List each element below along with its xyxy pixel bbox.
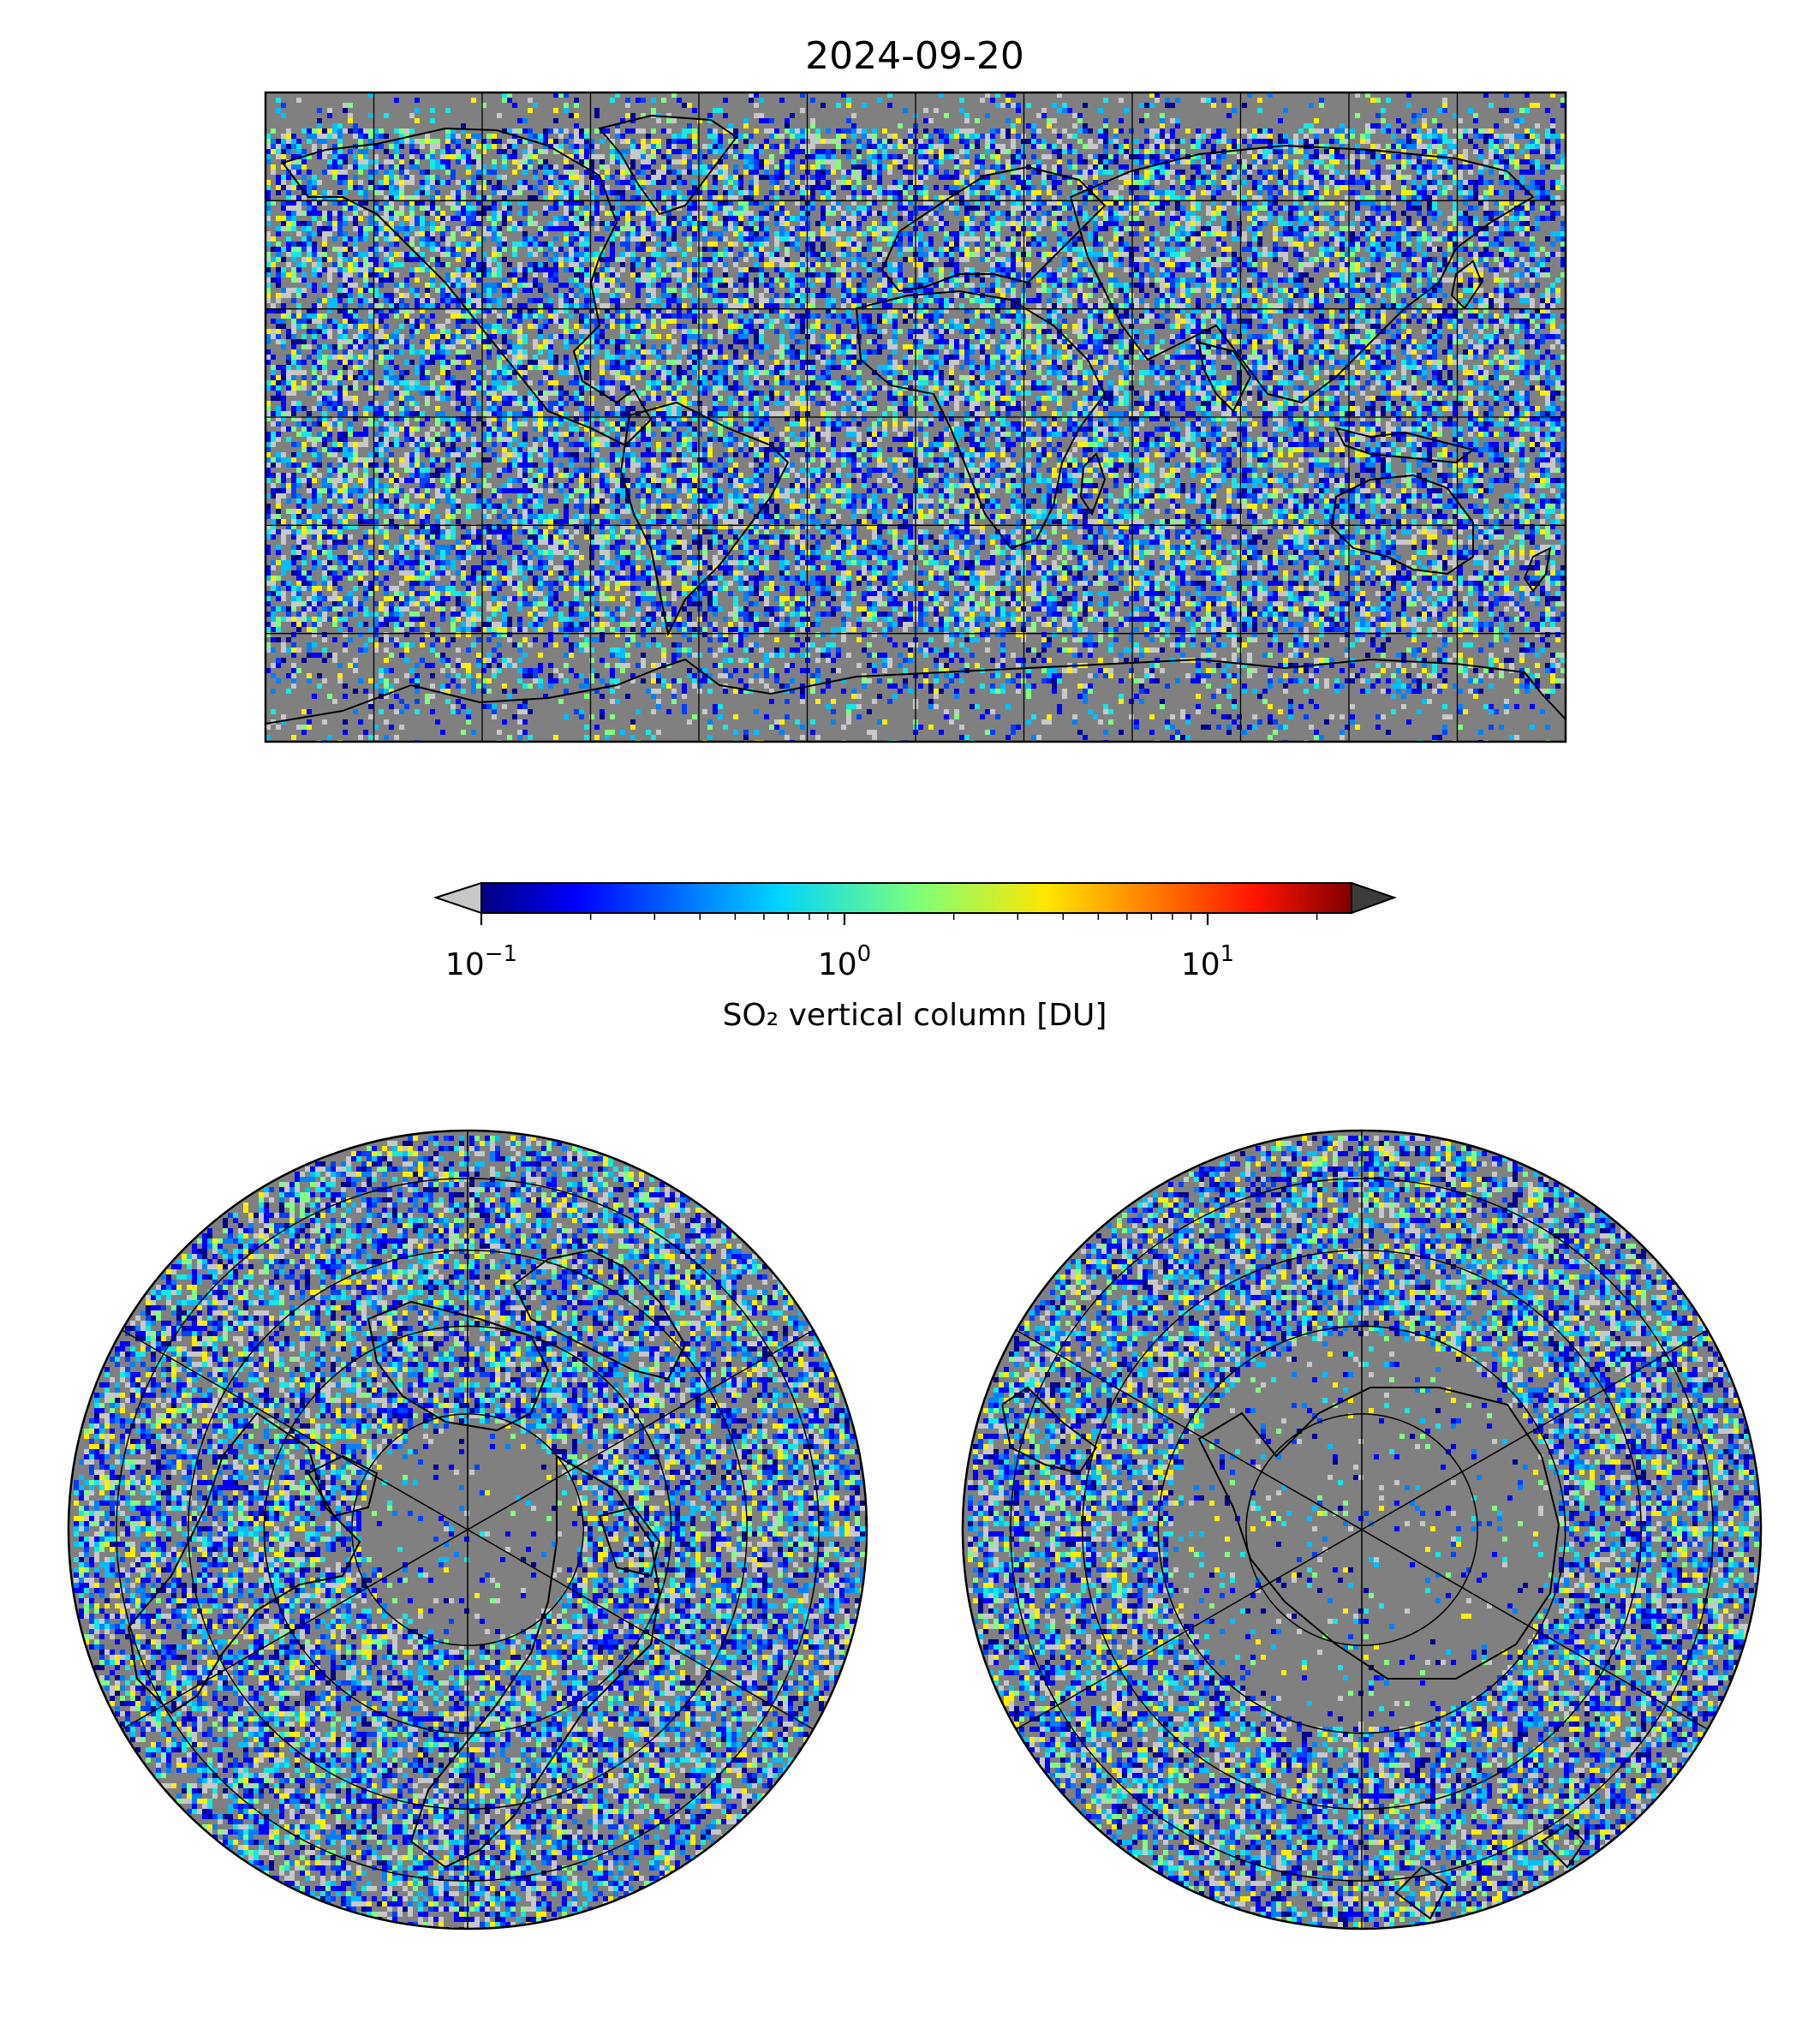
meridian-gridline [1016, 1529, 1363, 1730]
so2-pixel-layer [978, 1136, 1761, 1927]
colorbar: 10−1 100 101 SO₂ vertical column [DU] [433, 881, 1398, 1033]
so2-pixel-layer [968, 1136, 1761, 1929]
so2-pixel-layer [74, 1136, 867, 1929]
global-gridlines [266, 92, 1566, 742]
meridian-gridline [1361, 1529, 1708, 1730]
canadian-archipelago-coastline [307, 1454, 379, 1518]
antarctica-polar-coastline [1197, 1387, 1560, 1680]
north-polar-so2-pixels [74, 1136, 867, 1929]
colorbar-major-ticks [480, 913, 1209, 925]
south-polar-coastlines [1000, 1386, 1586, 1920]
colorbar-gradient [480, 882, 1352, 914]
north-polar-map-panel [67, 1129, 868, 1931]
global-coastlines [266, 114, 1566, 725]
indonesia-coastline [1334, 427, 1476, 464]
greenland-coastline [598, 114, 738, 216]
japan-coastline [1450, 260, 1483, 310]
so2-pixel-layer [74, 1136, 867, 1927]
new-zealand-polar-coastline [1540, 1823, 1586, 1869]
colorbar-under-extension [433, 881, 482, 915]
scandinavia-polar-coastline [598, 1506, 661, 1578]
africa-polar-tip-coastline [1394, 1865, 1449, 1920]
meridian-gridline [1016, 1329, 1363, 1531]
india-coastline [1197, 341, 1252, 413]
meridian-gridline [122, 1529, 468, 1730]
so2-pixel-layer [79, 1141, 867, 1929]
meridian-gridline [467, 1529, 814, 1730]
colorbar-tick-label: 101 [1181, 941, 1234, 982]
south-polar-map-panel [961, 1129, 1763, 1931]
antarctica-coastline [266, 658, 1566, 725]
europe-coastline [880, 165, 1107, 293]
south-america-polar-coastline [1000, 1386, 1098, 1475]
north-america-coastline [281, 127, 653, 447]
north-polar-frame [67, 1129, 868, 1931]
colorbar-over-extension [1351, 881, 1398, 915]
new-zealand-coastline [1523, 546, 1552, 593]
meridian-gridline [1361, 1329, 1708, 1531]
global-map-frame [264, 91, 1567, 743]
eurasia-polar-coastline [409, 1454, 661, 1869]
north-polar-gridlines [116, 1131, 820, 1929]
colorbar-tick-label: 10−1 [445, 941, 517, 982]
colorbar-minor-ticks [589, 913, 1318, 920]
pacific-islands-polar-coastline [512, 1249, 687, 1381]
so2-pixel-layer [968, 1146, 1759, 1927]
asia-coastline [1069, 144, 1535, 404]
south-polar-gridlines [1010, 1131, 1714, 1929]
meridian-gridline [467, 1329, 814, 1531]
so2-pixel-layer [74, 1141, 865, 1929]
greenland-polar-coastline [367, 1300, 550, 1432]
colorbar-label: SO₂ vertical column [DU] [723, 998, 1107, 1033]
so2-pixel-layer [74, 1136, 867, 1929]
africa-coastline [855, 289, 1107, 550]
global-map-panel [264, 91, 1567, 743]
colorbar-tick-label: 100 [818, 941, 871, 982]
madagascar-coastline [1079, 452, 1107, 516]
so2-pixel-layer [266, 92, 1566, 742]
meridian-gridline [122, 1329, 468, 1531]
australia-coastline [1330, 474, 1474, 576]
south-polar-frame [961, 1129, 1763, 1931]
so2-pixel-layer [968, 1136, 1759, 1927]
figure-title: 2024-09-20 [805, 34, 1024, 78]
